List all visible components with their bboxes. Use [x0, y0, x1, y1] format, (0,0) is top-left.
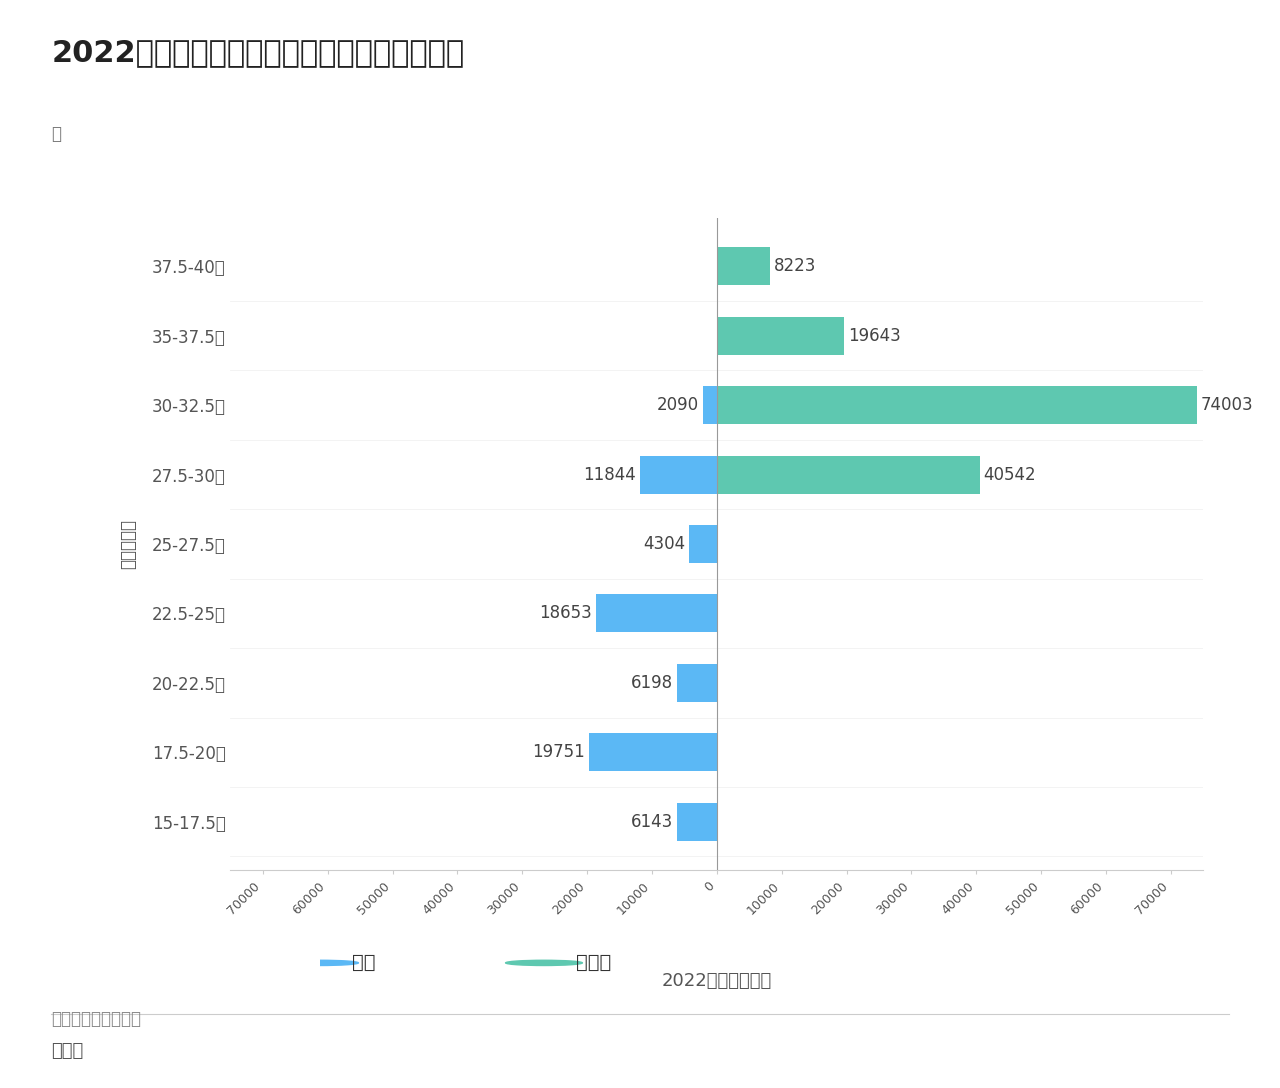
Text: 朱玉龙: 朱玉龙	[51, 1042, 83, 1061]
Text: 4304: 4304	[643, 535, 685, 553]
Bar	[677, 664, 717, 702]
Bar	[717, 386, 1197, 424]
Text: 小鹏: 小鹏	[352, 953, 375, 973]
Text: 74003: 74003	[1201, 396, 1253, 415]
Text: 台: 台	[51, 125, 61, 144]
Bar	[717, 247, 771, 285]
X-axis label: 2022年上半年销量: 2022年上半年销量	[662, 973, 772, 990]
Text: 2090: 2090	[657, 396, 699, 415]
Circle shape	[282, 961, 358, 965]
Text: 6198: 6198	[631, 673, 673, 692]
Bar	[717, 317, 845, 355]
Text: 40542: 40542	[983, 466, 1037, 483]
Text: 特斯拉: 特斯拉	[576, 953, 612, 973]
Circle shape	[506, 961, 582, 965]
Bar	[689, 524, 717, 564]
Bar	[677, 803, 717, 841]
Text: 2022年上半年小鹏和特斯拉的价格和销量分布: 2022年上半年小鹏和特斯拉的价格和销量分布	[51, 38, 465, 67]
Text: 19751: 19751	[532, 743, 585, 762]
Text: 19643: 19643	[849, 326, 901, 345]
Text: 8223: 8223	[774, 258, 817, 275]
Bar	[589, 733, 717, 771]
Bar	[640, 456, 717, 494]
Text: 数据来源：估算数据: 数据来源：估算数据	[51, 1010, 141, 1028]
Text: 6143: 6143	[631, 813, 673, 830]
Bar	[717, 456, 979, 494]
Text: 11844: 11844	[584, 466, 636, 483]
Text: ovo: ovo	[1135, 1024, 1175, 1042]
Bar	[595, 594, 717, 632]
Text: 18653: 18653	[539, 605, 591, 622]
Text: 汽车电子设计: 汽车电子设计	[1142, 1058, 1169, 1066]
Bar	[703, 386, 717, 424]
Y-axis label: 车辆价格带: 车辆价格带	[119, 519, 138, 569]
